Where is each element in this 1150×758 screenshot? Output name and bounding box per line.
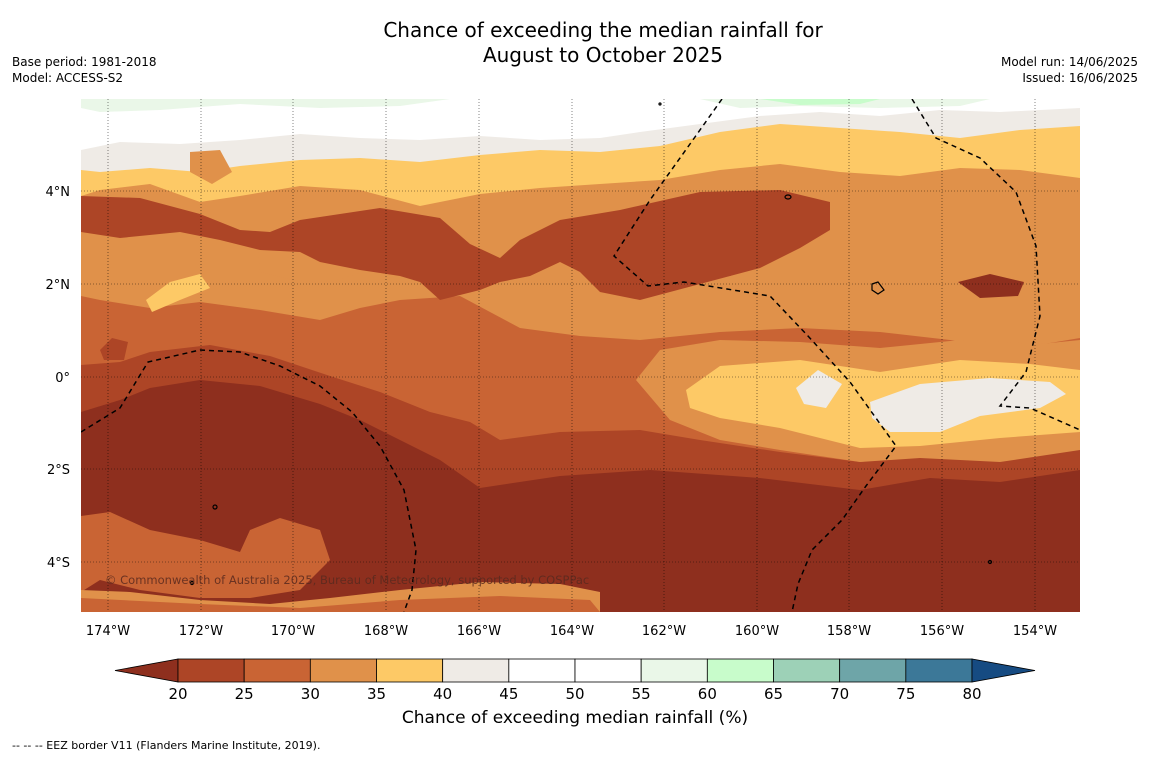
colorbar-segment — [905, 658, 973, 683]
lon-label: 172°W — [179, 624, 223, 639]
title-line-2: August to October 2025 — [482, 43, 724, 67]
copyright-text: © Commonwealth of Australia 2025, Bureau… — [105, 573, 589, 587]
colorbar-segment — [177, 658, 245, 683]
colorbar-tick-label: 30 — [301, 685, 320, 703]
issued-text: Issued: 16/06/2025 — [1022, 71, 1138, 85]
colorbar-tick-label: 75 — [896, 685, 915, 703]
model-text: Model: ACCESS-S2 — [12, 71, 124, 85]
lon-label: 166°W — [457, 624, 501, 639]
lon-label: 170°W — [271, 624, 315, 639]
colorbar-tick-label: 50 — [565, 685, 584, 703]
islands — [189, 102, 993, 586]
lon-axis: 174°W 172°W 170°W 168°W 166°W 164°W 162°… — [86, 624, 1057, 639]
colorbar-tick-label: 80 — [962, 685, 981, 703]
lon-label: 156°W — [920, 624, 964, 639]
colorbar-segment — [376, 658, 444, 683]
lon-label: 168°W — [364, 624, 408, 639]
colorbar-segment — [574, 658, 642, 683]
band-60 — [81, 99, 990, 112]
lon-label: 154°W — [1013, 624, 1057, 639]
page-title: Chance of exceeding the median rainfall … — [0, 18, 1150, 68]
lon-label: 158°W — [827, 624, 871, 639]
colorbar-segment — [640, 658, 708, 683]
colorbar-tick-label: 60 — [698, 685, 717, 703]
colorbar-segment — [706, 658, 774, 683]
colorbar-segment — [773, 658, 841, 683]
title-line-1: Chance of exceeding the median rainfall … — [383, 18, 823, 42]
lon-label: 174°W — [86, 624, 130, 639]
colorbar-extend-low — [114, 658, 179, 683]
colorbar-tick-label: 35 — [367, 685, 386, 703]
lat-label: 4°N — [46, 185, 71, 200]
south-patch-30b — [81, 596, 600, 612]
rainfall-probability-map — [81, 99, 1080, 612]
metadata-right: Model run: 14/06/2025 Issued: 16/06/2025 — [1001, 54, 1138, 86]
colorbar-tick-label: 45 — [499, 685, 518, 703]
eez-footnote: -- -- -- EEZ border V11 (Flanders Marine… — [12, 739, 321, 752]
lat-label: 0° — [55, 371, 70, 386]
base-period-text: Base period: 1981-2018 — [12, 55, 157, 69]
west-patch-40 — [146, 274, 210, 312]
model-run-text: Model run: 14/06/2025 — [1000, 55, 1138, 69]
colorbar-segment — [442, 658, 510, 683]
metadata-left: Base period: 1981-2018 Model: ACCESS-S2 — [12, 54, 157, 86]
lat-label: 2°S — [47, 463, 70, 478]
colorbar-segment — [508, 658, 576, 683]
lon-label: 160°W — [735, 624, 779, 639]
colorbar-label: Chance of exceeding median rainfall (%) — [401, 708, 749, 728]
band-50 — [81, 99, 1080, 150]
colorbar-tick-label: 20 — [168, 685, 187, 703]
lat-label: 2°N — [46, 278, 71, 293]
eez-border — [81, 99, 1080, 612]
colorbar-tick-label: 65 — [764, 685, 783, 703]
colorbar-extend-high — [971, 658, 1036, 683]
colorbar-tick-label: 40 — [433, 685, 452, 703]
colorbar-segment — [839, 658, 907, 683]
band-65 — [760, 99, 880, 105]
colorbar-segment — [309, 658, 377, 683]
eq-band-45 — [796, 370, 1066, 432]
lon-label: 162°W — [642, 624, 686, 639]
lon-label: 164°W — [550, 624, 594, 639]
colorbar: 20 25 30 35 40 45 50 55 60 65 70 75 80 — [114, 658, 1036, 703]
colorbar-tick-label: 70 — [830, 685, 849, 703]
south-patch-30 — [81, 512, 330, 598]
colorbar-segment — [243, 658, 311, 683]
lat-axis: 4°N 2°N 0° 2°S 4°S — [46, 185, 71, 571]
colorbar-tick-label: 55 — [632, 685, 651, 703]
north-patch-25 — [81, 190, 830, 300]
colorbar-tick-label: 25 — [235, 685, 254, 703]
lat-label: 4°S — [47, 556, 70, 571]
